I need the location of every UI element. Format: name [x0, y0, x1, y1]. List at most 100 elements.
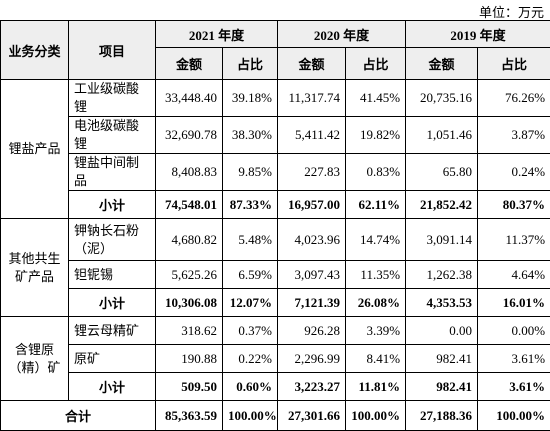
amount-cell: 509.50: [156, 373, 223, 401]
share-cell: 9.85%: [223, 154, 278, 191]
share-cell: 100.00%: [223, 401, 278, 431]
amount-cell: 27,188.36: [406, 401, 478, 431]
subheader-cell: 占比: [478, 48, 550, 80]
header-cell: 项目: [69, 21, 156, 80]
share-cell: 14.74%: [346, 219, 406, 261]
share-cell: 4.64%: [478, 261, 550, 289]
share-cell: 100.00%: [478, 401, 550, 431]
amount-cell: 1,262.38: [406, 261, 478, 289]
share-cell: 11.81%: [346, 373, 406, 401]
share-cell: 0.83%: [346, 154, 406, 191]
share-cell: 3.87%: [478, 117, 550, 154]
year-header: 2020 年度: [278, 21, 406, 48]
item-cell: 钾钠长石粉（泥）: [69, 219, 156, 261]
share-cell: 87.33%: [223, 191, 278, 219]
item-cell: 锂盐中间制品: [69, 154, 156, 191]
amount-cell: 3,097.43: [278, 261, 346, 289]
share-cell: 0.60%: [223, 373, 278, 401]
amount-cell: 5,625.26: [156, 261, 223, 289]
amount-cell: 33,448.40: [156, 80, 223, 117]
item-cell: 钽铌锡: [69, 261, 156, 289]
total-label: 合计: [1, 401, 156, 431]
amount-cell: 65.80: [406, 154, 478, 191]
amount-cell: 4,680.82: [156, 219, 223, 261]
subheader-cell: 金额: [156, 48, 223, 80]
item-cell: 小计: [69, 373, 156, 401]
share-cell: 76.26%: [478, 80, 550, 117]
subheader-cell: 占比: [223, 48, 278, 80]
amount-cell: 20,735.16: [406, 80, 478, 117]
share-cell: 3.61%: [478, 345, 550, 373]
share-cell: 5.48%: [223, 219, 278, 261]
header-cell: 业务分类: [1, 21, 69, 80]
share-cell: 3.39%: [346, 317, 406, 345]
amount-cell: 982.41: [406, 345, 478, 373]
amount-cell: 10,306.08: [156, 289, 223, 317]
share-cell: 6.59%: [223, 261, 278, 289]
subheader-cell: 金额: [406, 48, 478, 80]
share-cell: 0.37%: [223, 317, 278, 345]
amount-cell: 4,023.96: [278, 219, 346, 261]
share-cell: 80.37%: [478, 191, 550, 219]
share-cell: 0.22%: [223, 345, 278, 373]
category-cell: 含锂原（精）矿: [1, 317, 69, 401]
unit-note: 单位：万元: [479, 2, 544, 21]
year-header: 2019 年度: [406, 21, 550, 48]
share-cell: 8.41%: [346, 345, 406, 373]
amount-cell: 3,091.14: [406, 219, 478, 261]
share-cell: 39.18%: [223, 80, 278, 117]
share-cell: 19.82%: [346, 117, 406, 154]
amount-cell: 0.00: [406, 317, 478, 345]
amount-cell: 1,051.46: [406, 117, 478, 154]
share-cell: 0.00%: [478, 317, 550, 345]
amount-cell: 8,408.83: [156, 154, 223, 191]
share-cell: 26.08%: [346, 289, 406, 317]
share-cell: 12.07%: [223, 289, 278, 317]
amount-cell: 982.41: [406, 373, 478, 401]
share-cell: 41.45%: [346, 80, 406, 117]
amount-cell: 318.62: [156, 317, 223, 345]
share-cell: 62.11%: [346, 191, 406, 219]
amount-cell: 2,296.99: [278, 345, 346, 373]
amount-cell: 7,121.39: [278, 289, 346, 317]
amount-cell: 190.88: [156, 345, 223, 373]
amount-cell: 926.28: [278, 317, 346, 345]
year-header: 2021 年度: [156, 21, 278, 48]
share-cell: 11.37%: [478, 219, 550, 261]
share-cell: 0.24%: [478, 154, 550, 191]
amount-cell: 85,363.59: [156, 401, 223, 431]
amount-cell: 27,301.66: [278, 401, 346, 431]
amount-cell: 227.83: [278, 154, 346, 191]
amount-cell: 4,353.53: [406, 289, 478, 317]
amount-cell: 3,223.27: [278, 373, 346, 401]
amount-cell: 11,317.74: [278, 80, 346, 117]
amount-cell: 32,690.78: [156, 117, 223, 154]
item-cell: 工业级碳酸锂: [69, 80, 156, 117]
item-cell: 原矿: [69, 345, 156, 373]
amount-cell: 21,852.42: [406, 191, 478, 219]
subheader-cell: 占比: [346, 48, 406, 80]
share-cell: 100.00%: [346, 401, 406, 431]
amount-cell: 16,957.00: [278, 191, 346, 219]
item-cell: 电池级碳酸锂: [69, 117, 156, 154]
item-cell: 小计: [69, 289, 156, 317]
item-cell: 锂云母精矿: [69, 317, 156, 345]
share-cell: 16.01%: [478, 289, 550, 317]
category-cell: 锂盐产品: [1, 80, 69, 219]
amount-cell: 74,548.01: [156, 191, 223, 219]
amount-cell: 5,411.42: [278, 117, 346, 154]
share-cell: 3.61%: [478, 373, 550, 401]
share-cell: 11.35%: [346, 261, 406, 289]
category-cell: 其他共生矿产品: [1, 219, 69, 317]
item-cell: 小计: [69, 191, 156, 219]
